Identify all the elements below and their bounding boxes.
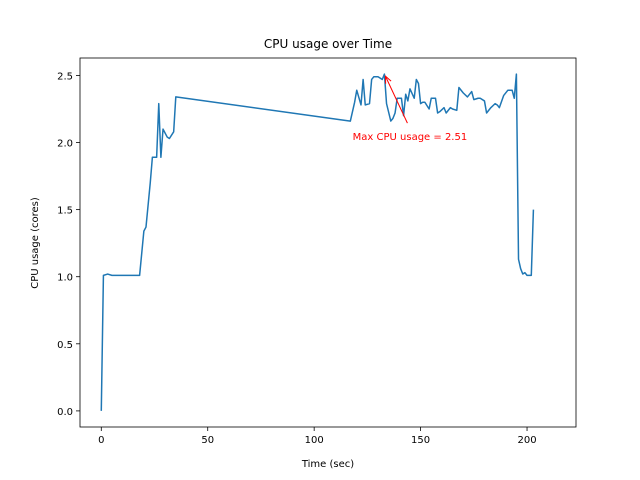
ticks-layer: 0 50 100 150 200 0.0 0.5 1.0 1.5 2.0 2.5	[57, 57, 577, 446]
axes-frame	[79, 57, 577, 428]
y-axis-label: CPU usage (cores)	[30, 197, 41, 289]
plot-background	[80, 58, 576, 427]
annotation-arrow-line	[384, 75, 408, 124]
series-line-0	[100, 73, 535, 411]
x-tick-label: 50	[201, 435, 214, 446]
y-tick-label: 1.5	[57, 206, 73, 217]
x-tick-label: 100	[305, 435, 324, 446]
chart-title: CPU usage over Time	[264, 37, 392, 51]
annotation-arrow-head	[384, 74, 392, 84]
max-annotation-label: Max CPU usage = 2.51	[353, 132, 468, 143]
annotation-layer: Max CPU usage = 2.51	[353, 74, 468, 143]
y-tick-label: 2.5	[57, 71, 73, 82]
y-tick-label: 0.5	[57, 340, 73, 351]
plot-area	[80, 58, 576, 427]
y-tick-label: 0.0	[57, 407, 73, 418]
x-tick-label: 150	[411, 435, 430, 446]
x-axis-label: Time (sec)	[301, 459, 354, 470]
x-tick-label: 0	[98, 435, 104, 446]
x-tick-label: 200	[517, 435, 536, 446]
series-layer	[100, 73, 535, 411]
y-tick-label: 1.0	[57, 273, 73, 284]
y-tick-label: 2.0	[57, 139, 73, 150]
